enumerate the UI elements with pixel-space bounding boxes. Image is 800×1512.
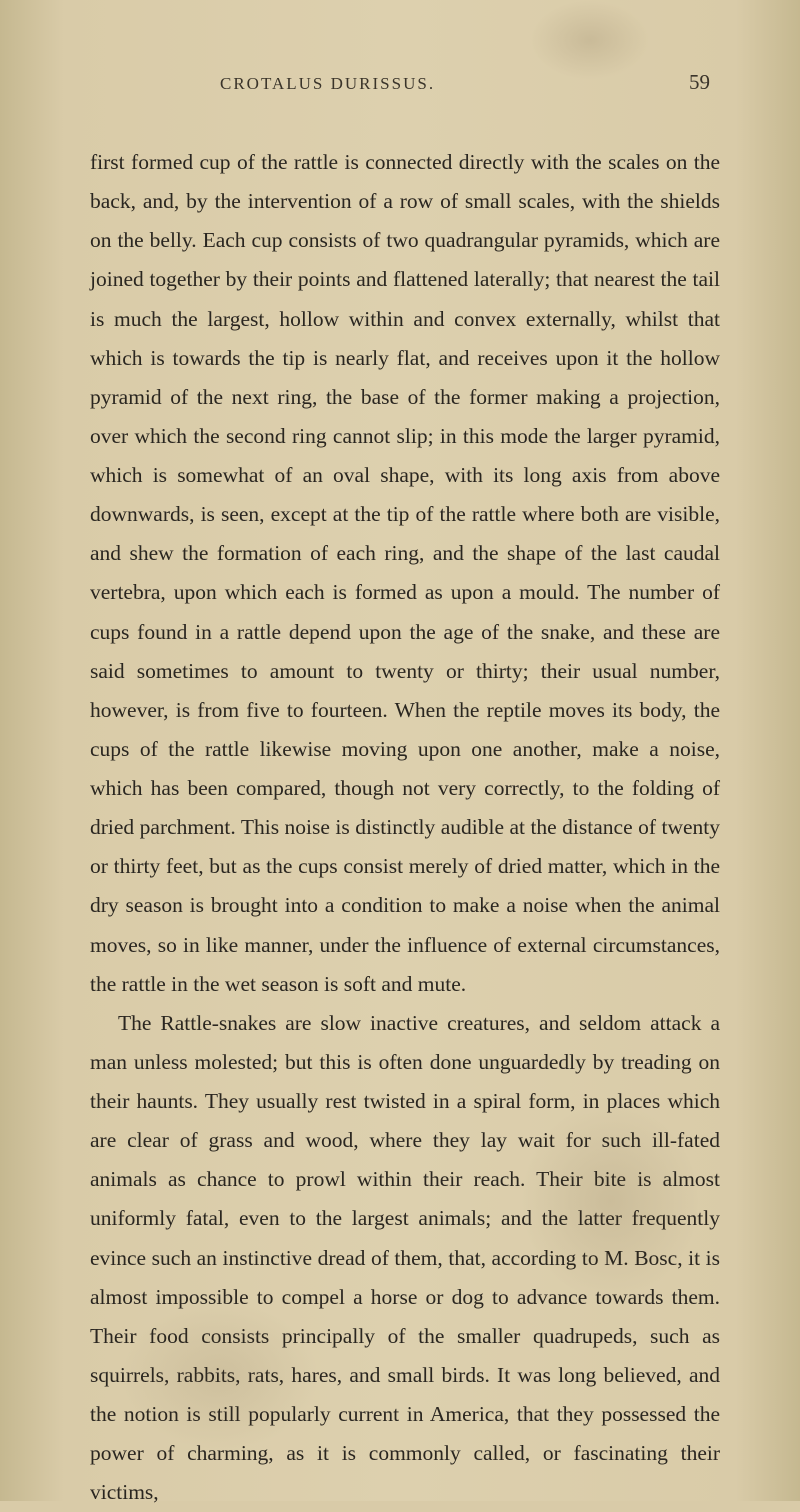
page-number: 59	[689, 70, 710, 95]
running-title: CROTALUS DURISSUS.	[220, 74, 435, 94]
paragraph-1: first formed cup of the rattle is connec…	[90, 143, 720, 1004]
